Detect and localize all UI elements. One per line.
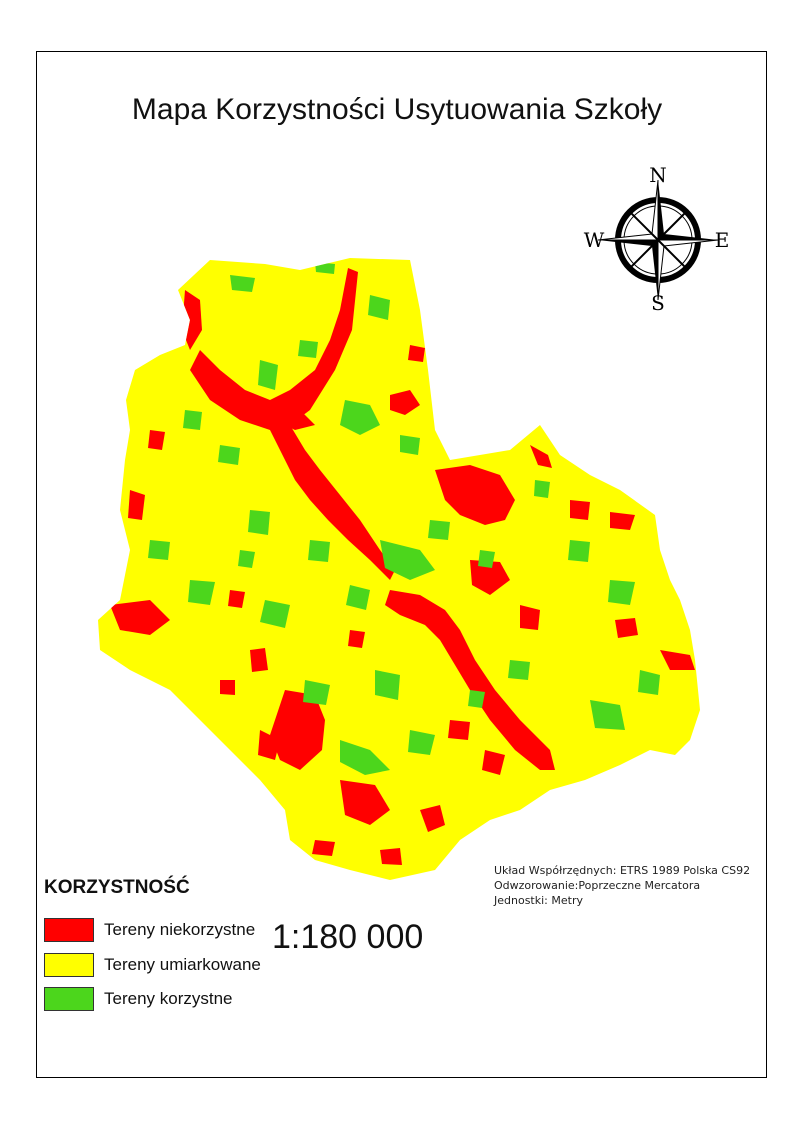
compass-s: S xyxy=(651,291,665,312)
legend-label-unfavorable: Tereny niekorzystne xyxy=(104,920,256,939)
suitability-map xyxy=(98,258,700,880)
legend-swatch-moderate xyxy=(44,953,94,977)
compass-rose-icon: N S W E xyxy=(584,163,730,312)
unfavorable-areas xyxy=(110,268,695,865)
compass-e: E xyxy=(715,228,730,252)
legend-item-favorable: Tereny korzystne xyxy=(44,986,233,1012)
legend-item-unfavorable: Tereny niekorzystne xyxy=(44,917,255,943)
legend-label-favorable: Tereny korzystne xyxy=(104,989,233,1008)
legend-swatch-favorable xyxy=(44,987,94,1011)
compass-w: W xyxy=(584,228,605,252)
legend-label-moderate: Tereny umiarkowane xyxy=(104,955,261,974)
map-frame xyxy=(36,51,767,1078)
legend-title: KORZYSTNOŚĆ xyxy=(44,877,190,898)
map-regions xyxy=(98,258,700,880)
coordinate-info: Układ Współrzędnych: ETRS 1989 Polska CS… xyxy=(494,863,750,908)
legend-swatch-unfavorable xyxy=(44,918,94,942)
coord-units: Jednostki: Metry xyxy=(494,894,583,907)
compass-n: N xyxy=(649,163,667,187)
coord-system: Układ Współrzędnych: ETRS 1989 Polska CS… xyxy=(494,864,751,877)
coord-projection: Odwzorowanie:Poprzeczne Mercatora xyxy=(494,879,701,892)
legend-item-moderate: Tereny umiarkowane xyxy=(44,952,261,978)
scale-text: 1:180 000 xyxy=(272,918,424,956)
map-title: Mapa Korzystności Usytuowania Szkoły xyxy=(131,93,663,126)
